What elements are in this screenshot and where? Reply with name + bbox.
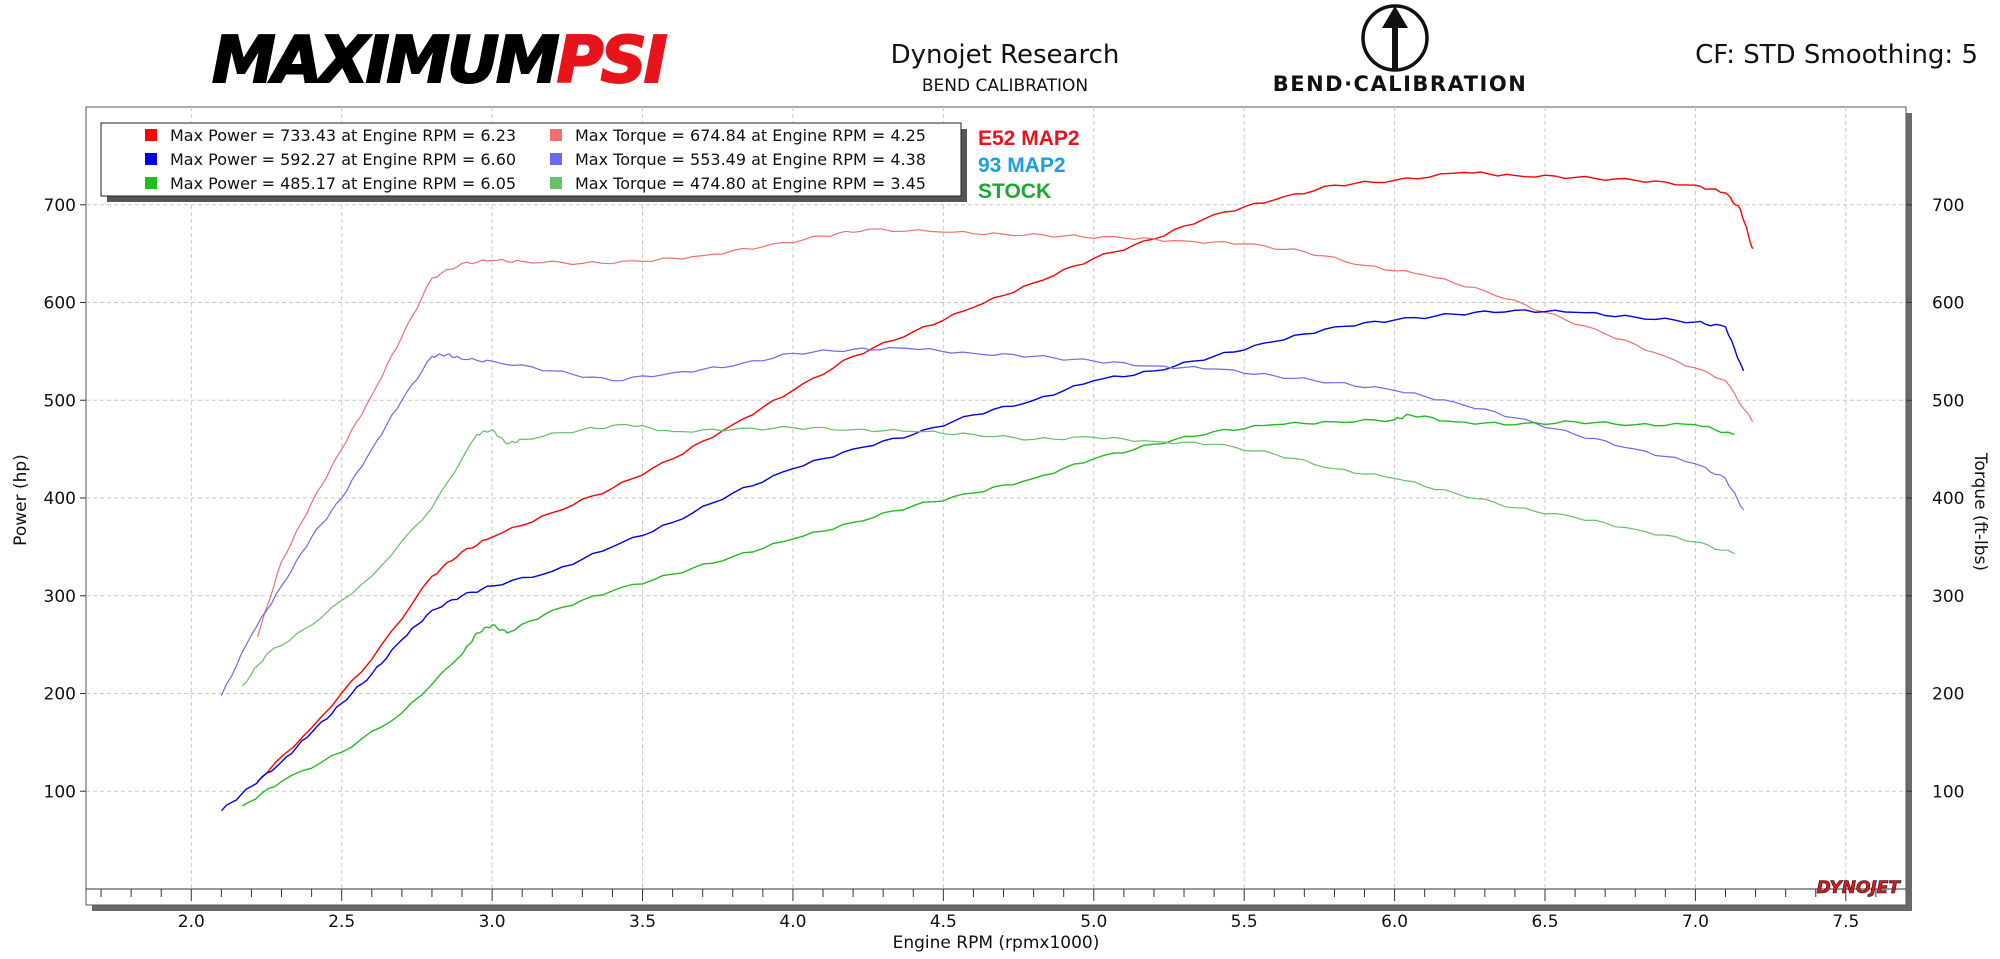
series-line-1: [256, 228, 1754, 637]
x-tick-label: 2.0: [178, 912, 205, 932]
series-line-2: [220, 309, 1745, 812]
legend-text: Max Power = 485.17 at Engine RPM = 6.05: [170, 174, 516, 193]
series-line-3: [220, 346, 1745, 696]
x-tick-label: 3.0: [479, 912, 506, 932]
y-tick-label: 100: [44, 782, 76, 802]
x-tick-label: 5.5: [1231, 912, 1258, 932]
x-axis-label: Engine RPM (rpmx1000): [893, 933, 1100, 953]
axes: 100 100 200 200 300 300 400 400 500 500 600 600 700 7…: [44, 196, 1965, 932]
y2-tick-label: 300: [1932, 587, 1964, 607]
y-tick-label: 400: [44, 489, 76, 509]
legend-text: Max Torque = 674.84 at Engine RPM = 4.25: [575, 126, 926, 145]
settings-text: CF: STD Smoothing: 5: [1695, 40, 1978, 70]
series-line-5: [241, 423, 1735, 687]
run-label-e52-map2: E52 MAP2: [978, 127, 1080, 150]
y-tick-label: 600: [44, 294, 76, 314]
x-tick-label: 4.0: [779, 912, 806, 932]
grid: [86, 107, 1906, 889]
y-tick-label: 200: [44, 685, 76, 705]
legend-marker: [550, 129, 562, 141]
x-tick-label: 2.5: [328, 912, 355, 932]
run-label-stock: STOCK: [978, 180, 1051, 203]
y2-tick-label: 600: [1932, 294, 1964, 314]
header: MAXIMUMPSI Dynojet Research BEND CALIBRA…: [211, 4, 1978, 99]
y-tick-label: 700: [44, 196, 76, 216]
legend-marker: [550, 177, 562, 189]
legend: Max Power = 733.43 at Engine RPM = 6.23 M…: [100, 122, 967, 202]
legend-marker: [145, 129, 157, 141]
y-axis-label: Power (hp): [11, 454, 31, 546]
legend-text: Max Torque = 553.49 at Engine RPM = 4.38: [575, 150, 926, 169]
x-tick-label: 4.5: [930, 912, 957, 932]
bend-calibration-logo: BEND·CALIBRATION: [1273, 4, 1528, 96]
legend-text: Max Power = 733.43 at Engine RPM = 6.23: [170, 126, 516, 145]
x-tick-label: 6.5: [1531, 912, 1558, 932]
y2-tick-label: 700: [1932, 196, 1964, 216]
chart-title: Dynojet Research: [891, 40, 1120, 70]
series-line-4: [242, 413, 1735, 807]
x-tick-label: 7.0: [1682, 912, 1709, 932]
chart-subtitle: BEND CALIBRATION: [922, 76, 1088, 96]
legend-box: [100, 122, 962, 197]
y2-axis-label: Torque (ft-lbs): [1970, 452, 1990, 571]
legend-text: Max Power = 592.27 at Engine RPM = 6.60: [170, 150, 516, 169]
y2-tick-label: 400: [1932, 489, 1964, 509]
y2-tick-label: 500: [1932, 391, 1964, 411]
series-lines: [220, 171, 1754, 812]
plot-area: [85, 106, 1907, 906]
series-line-0: [257, 171, 1754, 783]
y-tick-label: 500: [44, 391, 76, 411]
x-tick-label: 5.0: [1080, 912, 1107, 932]
x-tick-label: 3.5: [629, 912, 656, 932]
y2-tick-label: 200: [1932, 685, 1964, 705]
bend-logo-text: BEND·CALIBRATION: [1273, 72, 1528, 96]
y2-tick-label: 100: [1932, 782, 1964, 802]
legend-marker: [145, 177, 157, 189]
x-tick-label: 6.0: [1381, 912, 1408, 932]
legend-items: Max Power = 733.43 at Engine RPM = 6.23 M…: [145, 126, 926, 193]
run-label-93-map2: 93 MAP2: [978, 154, 1066, 177]
dynojet-watermark: DYNOJET: [1817, 878, 1902, 898]
legend-marker: [145, 153, 157, 165]
x-tick-label: 7.5: [1832, 912, 1859, 932]
y-tick-label: 300: [44, 587, 76, 607]
bend-logo-arrow-icon: [1382, 6, 1408, 70]
maximum-psi-logo: MAXIMUMPSI: [212, 24, 667, 98]
legend-text: Max Torque = 474.80 at Engine RPM = 3.45: [575, 174, 926, 193]
legend-marker: [550, 153, 562, 165]
